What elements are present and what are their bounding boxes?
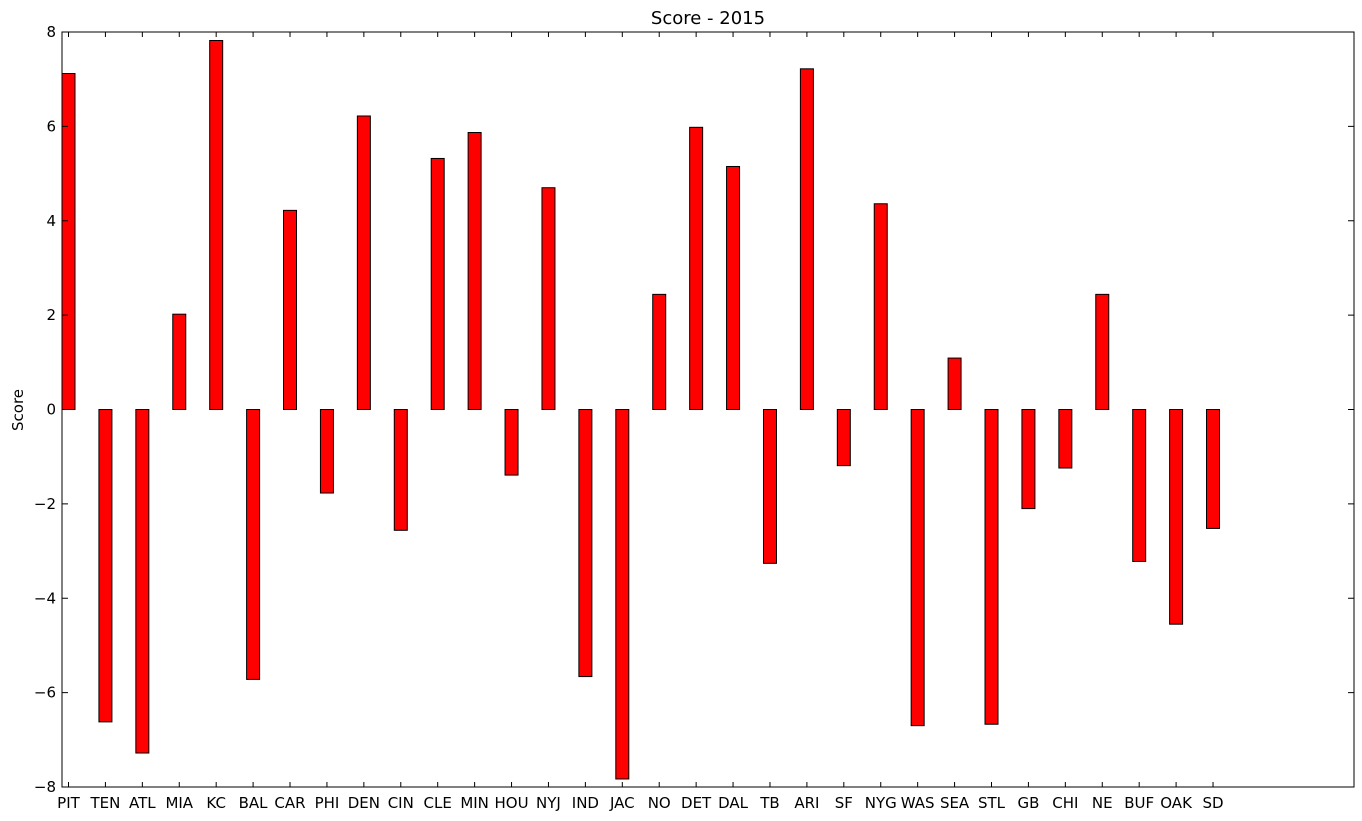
x-tick-label: BAL (239, 794, 269, 812)
y-tick-label: −4 (34, 589, 56, 607)
bar-ind (578, 409, 593, 678)
bar-ten (98, 409, 113, 723)
bar-dal (726, 165, 741, 410)
bar-buf (1132, 409, 1147, 562)
x-tick-label: ARI (794, 794, 819, 812)
y-tick-label: −2 (34, 495, 56, 513)
x-tick-label: DEN (348, 794, 380, 812)
bar-chi (1058, 409, 1073, 469)
x-tick-label: TEN (89, 794, 120, 812)
x-tick-label: NYG (865, 794, 897, 812)
bar-hou (504, 409, 519, 476)
bar-pit (61, 73, 76, 411)
bar-ne (1095, 293, 1110, 410)
x-tick-label: CHI (1052, 794, 1078, 812)
x-tick-label: NYJ (536, 794, 561, 812)
x-tick-label: DET (681, 794, 712, 812)
x-tick-label: CLE (424, 794, 452, 812)
bar-nyg (873, 203, 888, 410)
x-tick-label: SF (835, 794, 853, 812)
chart-title: Score - 2015 (651, 8, 765, 29)
bar-car (283, 209, 298, 410)
y-tick-label: −6 (34, 684, 56, 702)
x-tick-label: TB (759, 794, 779, 812)
bar-nyj (541, 187, 556, 410)
x-tick-label: STL (978, 794, 1006, 812)
bar-atl (135, 409, 150, 754)
axes-group: PIT TEN ATL MIA KC BAL CAR PHI DEN CIN CLE MIN HOU NY… (34, 23, 1355, 812)
bar-was (910, 409, 925, 727)
x-tick-label: KC (206, 794, 226, 812)
x-tick-label: NO (648, 794, 671, 812)
x-tick-label: PHI (315, 794, 340, 812)
bar-sf (836, 409, 851, 467)
bar-sd (1206, 409, 1221, 529)
x-tick-label: SEA (940, 794, 970, 812)
bar-jac (615, 409, 630, 780)
plot-frame (61, 31, 1355, 788)
bar-bal (246, 409, 261, 680)
x-tick-label: SD (1202, 794, 1223, 812)
bar-sea (947, 357, 962, 411)
bars-group (61, 39, 1221, 780)
x-tick-label: OAK (1160, 794, 1193, 812)
x-tick-label: DAL (718, 794, 749, 812)
bar-gb (1021, 409, 1036, 510)
x-tick-label: GB (1017, 794, 1039, 812)
bar-ari (799, 68, 814, 410)
bar-phi (319, 409, 334, 494)
bar-min (467, 132, 482, 410)
x-tick-label: JAC (609, 794, 635, 812)
x-tick-label: MIN (460, 794, 489, 812)
bar-stl (984, 409, 999, 725)
x-tick-label: NE (1092, 794, 1113, 812)
bar-oak (1169, 409, 1184, 625)
x-tick-label: ATL (129, 794, 156, 812)
bar-det (689, 126, 704, 410)
x-tick-label: HOU (495, 794, 529, 812)
bar-cle (430, 157, 445, 410)
x-tick-label: WAS (901, 794, 935, 812)
x-tick-label: BUF (1124, 794, 1154, 812)
y-tick-label: −8 (34, 778, 56, 796)
y-axis-label: Score (9, 389, 27, 431)
x-tick-label: PIT (57, 794, 80, 812)
bar-no (652, 293, 667, 410)
y-tick-label: 8 (46, 23, 56, 41)
bar-kc (209, 39, 224, 411)
bar-den (356, 115, 371, 411)
y-tick-label: 0 (46, 401, 56, 419)
y-tick-label: 4 (46, 212, 56, 230)
bar-cin (393, 409, 408, 531)
bar-tb (762, 409, 777, 564)
x-tick-label: CIN (388, 794, 414, 812)
x-tick-label: IND (572, 794, 599, 812)
x-tick-label: MIA (165, 794, 193, 812)
y-tick-label: 2 (46, 306, 56, 324)
y-tick-label: 6 (46, 117, 56, 135)
bar-mia (172, 313, 187, 410)
x-tick-label: CAR (274, 794, 305, 812)
